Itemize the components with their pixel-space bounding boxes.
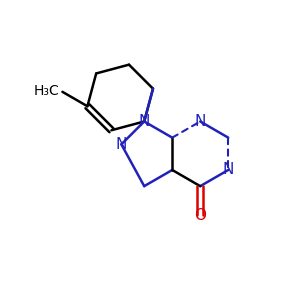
Text: O: O <box>194 208 206 223</box>
Text: N: N <box>116 137 127 152</box>
Text: H₃C: H₃C <box>33 84 59 98</box>
Text: N: N <box>194 114 206 129</box>
Text: N: N <box>223 163 234 178</box>
Text: N: N <box>139 114 150 129</box>
